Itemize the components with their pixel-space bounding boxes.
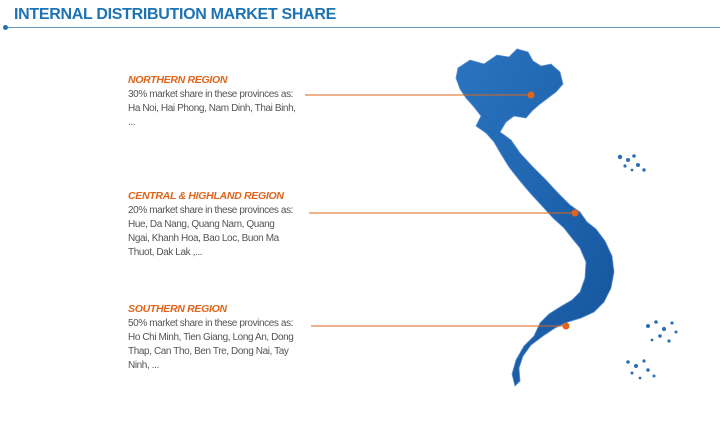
- southern-region-callout: SOUTHERN REGION 50% market share in thes…: [128, 303, 298, 373]
- southern-marker: [562, 322, 570, 330]
- northern-region-callout: NORTHERN REGION 30% market share in thes…: [128, 74, 298, 130]
- southern-region-name: SOUTHERN REGION: [128, 303, 227, 315]
- northern-marker: [527, 91, 535, 99]
- central-region-description: 20% market share in these provinces as: …: [128, 205, 294, 258]
- leader-lines: [305, 94, 575, 327]
- central-region-name: CENTRAL & HIGHLAND REGION: [128, 190, 284, 202]
- northern-region-description: 30% market share in these provinces as: …: [128, 89, 296, 128]
- central-region-callout: CENTRAL & HIGHLAND REGION 20% market sha…: [128, 190, 298, 260]
- vietnam-mainland-shape: [455, 48, 615, 387]
- island-clusters: [617, 154, 678, 380]
- central-marker: [571, 209, 579, 217]
- northern-region-name: NORTHERN REGION: [128, 74, 228, 86]
- region-markers: [527, 91, 579, 330]
- title-divider: [4, 27, 720, 28]
- southern-region-description: 50% market share in these provinces as: …: [128, 318, 294, 371]
- page-title: INTERNAL DISTRIBUTION MARKET SHARE: [14, 6, 336, 23]
- title-bullet: [3, 25, 8, 30]
